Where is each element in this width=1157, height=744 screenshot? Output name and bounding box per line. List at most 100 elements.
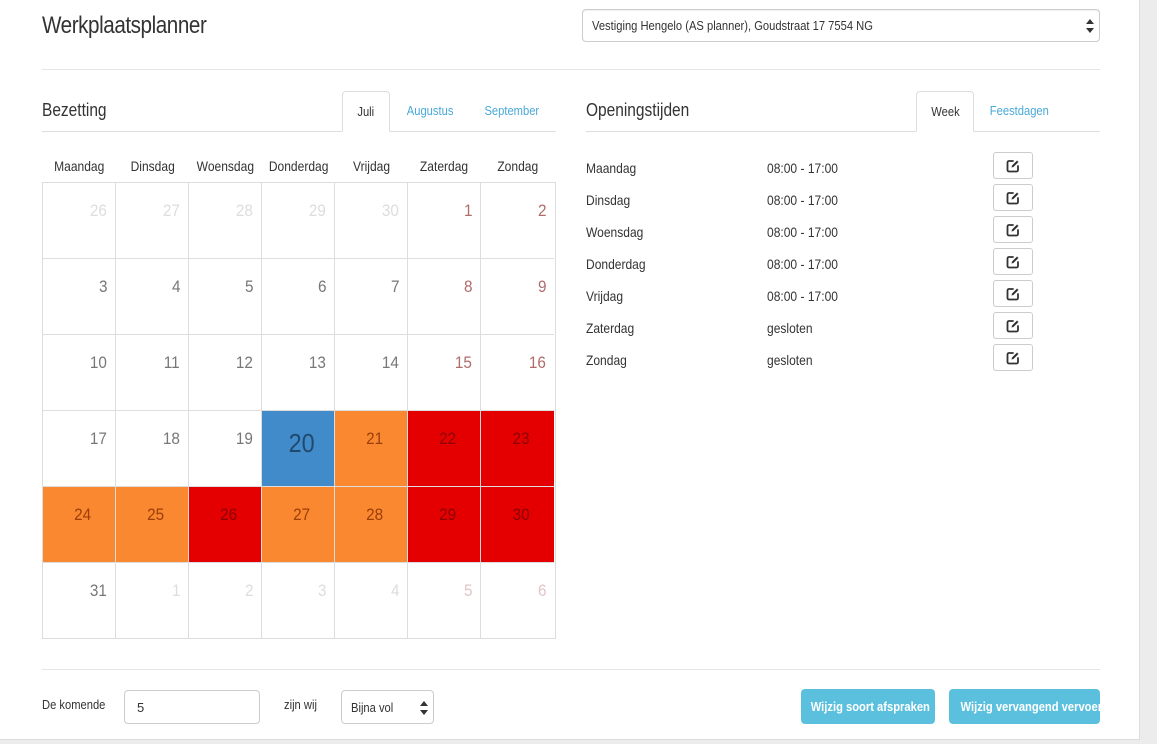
opening-hours-value: 08:00 - 17:00 [767, 192, 838, 208]
opening-hours-row: Donderdag 08:00 - 17:00 [586, 248, 1036, 286]
tab-augustus[interactable]: Augustus [406, 103, 454, 118]
location-select[interactable]: Vestiging Hengelo (AS planner), Goudstra… [582, 9, 1100, 42]
edit-icon [1006, 320, 1019, 333]
calendar-day-number: 15 [454, 353, 472, 372]
edit-hours-button[interactable] [993, 184, 1033, 211]
opening-day-label: Vrijdag [586, 288, 624, 304]
calendar-day-number: 25 [147, 505, 165, 524]
opening-day-label: Maandag [586, 160, 637, 176]
days-input[interactable] [124, 690, 260, 724]
calendar-day[interactable]: 24 [43, 487, 116, 563]
tab-september[interactable]: September [484, 103, 540, 118]
calendar-day-number: 6 [317, 277, 326, 296]
calendar-day[interactable]: 2 [189, 563, 262, 639]
calendar-day[interactable]: 30 [481, 487, 554, 563]
calendar-day-number: 13 [308, 353, 326, 372]
tab-juli[interactable]: Juli [342, 91, 390, 132]
status-select[interactable]: Bijna vol [341, 690, 434, 724]
calendar-day[interactable]: 15 [408, 335, 481, 411]
calendar-day[interactable]: 31 [43, 563, 116, 639]
calendar-day[interactable]: 16 [481, 335, 554, 411]
calendar-day[interactable]: 4 [335, 563, 408, 639]
change-appointment-types-button[interactable]: Wijzig soort afspraken [801, 689, 935, 724]
calendar-day[interactable]: 18 [116, 411, 189, 487]
calendar-day[interactable]: 13 [262, 335, 335, 411]
opening-day-label: Woensdag [586, 224, 644, 240]
opening-hours-row: Maandag 08:00 - 17:00 [586, 152, 1036, 190]
calendar-day[interactable]: 20 [262, 411, 335, 487]
tab-week[interactable]: Week [916, 91, 974, 132]
calendar-day-number: 23 [512, 429, 530, 448]
opening-day-label: Donderdag [586, 256, 646, 272]
edit-hours-button[interactable] [993, 280, 1033, 307]
calendar-day-number: 1 [171, 581, 180, 600]
calendar-day[interactable]: 22 [408, 411, 481, 487]
calendar-day[interactable]: 29 [262, 183, 335, 259]
days-input-field[interactable] [125, 691, 259, 723]
calendar-day-number: 30 [381, 201, 399, 220]
calendar-day[interactable]: 14 [335, 335, 408, 411]
change-replacement-transport-button[interactable]: Wijzig vervangend vervoer [949, 689, 1102, 724]
calendar-day[interactable]: 28 [189, 183, 262, 259]
calendar-day-number: 17 [89, 429, 107, 448]
opening-hours-tabs-line [586, 131, 1100, 132]
tab-feestdagen[interactable]: Feestdagen [989, 103, 1049, 118]
calendar-day[interactable]: 30 [335, 183, 408, 259]
calendar-day[interactable]: 26 [43, 183, 116, 259]
calendar-day[interactable]: 1 [408, 183, 481, 259]
calendar-day[interactable]: 8 [408, 259, 481, 335]
edit-hours-button[interactable] [993, 344, 1033, 371]
calendar-day-number: 11 [164, 353, 180, 372]
opening-day-label: Zaterdag [586, 320, 635, 336]
opening-hours-row: Woensdag 08:00 - 17:00 [586, 216, 1036, 254]
opening-hours-value: gesloten [767, 320, 813, 336]
edit-hours-button[interactable] [993, 312, 1033, 339]
calendar-day[interactable]: 26 [189, 487, 262, 563]
calendar-day[interactable]: 19 [189, 411, 262, 487]
calendar-day[interactable]: 27 [116, 183, 189, 259]
calendar-day[interactable]: 17 [43, 411, 116, 487]
calendar-day[interactable]: 3 [262, 563, 335, 639]
opening-hours-row: Zondag gesloten [586, 344, 1036, 382]
edit-icon [1006, 192, 1019, 205]
edit-icon [1006, 160, 1019, 173]
calendar-day-number: 14 [381, 353, 399, 372]
calendar-day[interactable]: 11 [116, 335, 189, 411]
calendar-day-number: 18 [162, 429, 180, 448]
calendar-day[interactable]: 9 [481, 259, 554, 335]
calendar-day[interactable]: 7 [335, 259, 408, 335]
calendar-day[interactable]: 25 [116, 487, 189, 563]
calendar-day-number: 20 [288, 428, 315, 458]
calendar-day[interactable]: 3 [43, 259, 116, 335]
calendar-day[interactable]: 1 [116, 563, 189, 639]
calendar-day-number: 10 [89, 353, 107, 372]
calendar-day[interactable]: 12 [189, 335, 262, 411]
calendar-day-number: 31 [89, 581, 107, 600]
calendar-day[interactable]: 6 [481, 563, 554, 639]
calendar-day[interactable]: 5 [408, 563, 481, 639]
weekday-header: Woensdag [196, 158, 255, 174]
weekday-header: Zondag [497, 158, 538, 174]
calendar-day[interactable]: 28 [335, 487, 408, 563]
calendar-day[interactable]: 2 [481, 183, 554, 259]
calendar-day[interactable]: 29 [408, 487, 481, 563]
divider-bottom [42, 669, 1100, 670]
edit-hours-button[interactable] [993, 248, 1033, 275]
calendar-day-number: 5 [244, 277, 253, 296]
calendar-day[interactable]: 21 [335, 411, 408, 487]
edit-hours-button[interactable] [993, 216, 1033, 243]
calendar-day-number: 3 [98, 277, 107, 296]
calendar-day[interactable]: 27 [262, 487, 335, 563]
edit-hours-button[interactable] [993, 152, 1033, 179]
calendar-day-number: 26 [89, 201, 107, 220]
calendar-grid: 26 27 28 29 30 1 2 3 4 5 6 7 8 9 10 11 12 13 14 15 16 17 18 19 2… [42, 182, 556, 639]
calendar-day-number: 28 [235, 201, 253, 220]
calendar-day[interactable]: 10 [43, 335, 116, 411]
calendar-day[interactable]: 6 [262, 259, 335, 335]
opening-hours-row: Zaterdag gesloten [586, 312, 1036, 350]
calendar-day[interactable]: 23 [481, 411, 554, 487]
calendar-day-number: 16 [528, 353, 546, 372]
calendar-day[interactable]: 5 [189, 259, 262, 335]
calendar-day[interactable]: 4 [116, 259, 189, 335]
